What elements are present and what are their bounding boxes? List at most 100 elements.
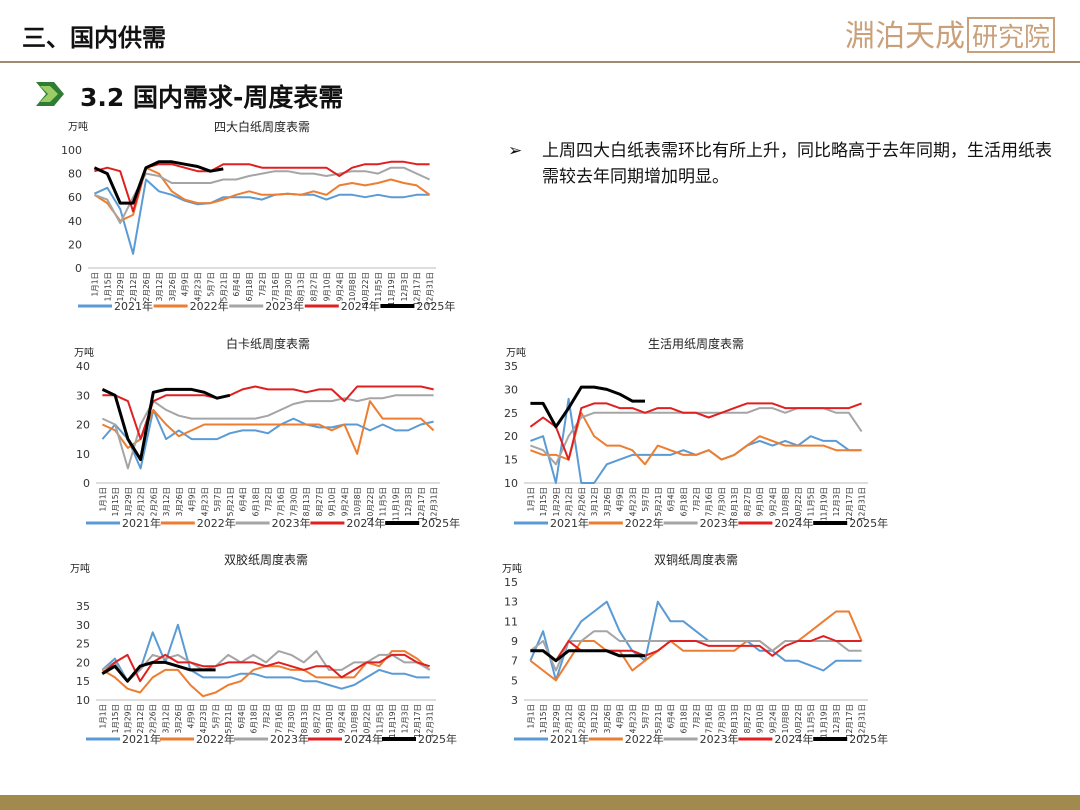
y-axis-label: 万吨: [70, 562, 90, 575]
logo-frame: [967, 17, 1055, 53]
series-line: [101, 623, 430, 690]
x-tick-label: 9月10日: [328, 487, 337, 516]
series-line: [530, 411, 862, 466]
y-tick-label: 20: [504, 430, 518, 443]
series-line: [101, 650, 431, 683]
x-tick-label: 4月9日: [186, 704, 195, 729]
x-tick-label: 12月31日: [858, 487, 867, 521]
x-tick-label: 2月26日: [149, 704, 158, 733]
y-tick-label: 0: [75, 262, 82, 275]
x-tick-label: 4月23日: [194, 272, 203, 301]
x-tick-label: 2月12日: [565, 487, 574, 516]
x-tick-label: 1月1日: [90, 272, 99, 297]
legend-label: 2023年: [700, 732, 739, 746]
x-tick-label: 6月18日: [251, 487, 260, 516]
x-tick-label: 5月7日: [641, 704, 650, 729]
x-tick-label: 7月2日: [692, 704, 701, 729]
x-tick-label: 4月23日: [628, 704, 637, 733]
series-line: [101, 394, 434, 470]
y-tick-label: 15: [504, 576, 518, 589]
x-tick-label: 7月2日: [262, 704, 271, 729]
x-tick-label: 12月3日: [832, 487, 841, 516]
x-tick-label: 6月4日: [239, 487, 248, 512]
x-tick-label: 5月21日: [224, 704, 233, 733]
x-tick-label: 9月10日: [756, 487, 765, 516]
x-tick-label: 10月22日: [794, 487, 803, 521]
x-tick-label: 5月21日: [654, 704, 663, 733]
x-tick-label: 7月30日: [287, 704, 296, 733]
y-axis-label: 万吨: [68, 120, 88, 133]
y-tick-label: 15: [504, 454, 518, 467]
y-tick-label: 10: [76, 448, 90, 461]
x-tick-label: 1月29日: [552, 704, 561, 733]
x-tick-label: 4月23日: [628, 487, 637, 516]
legend-label: 2021年: [122, 516, 161, 530]
x-tick-label: 7月30日: [717, 704, 726, 733]
x-tick-label: 8月27日: [312, 704, 321, 733]
x-tick-label: 11月19日: [388, 704, 397, 738]
series-line: [530, 649, 645, 663]
x-tick-label: 9月24日: [340, 487, 349, 516]
x-tick-label: 4月9日: [188, 487, 197, 512]
x-tick-label: 4月23日: [199, 704, 208, 733]
y-tick-label: 35: [504, 360, 518, 373]
x-tick-label: 11月5日: [379, 487, 388, 516]
legend-label: 2024年: [774, 516, 813, 530]
chart-title: 双铜纸周度表需: [654, 552, 738, 567]
series-line: [101, 387, 231, 462]
x-tick-label: 9月10日: [322, 272, 331, 301]
x-tick-label: 8月13日: [297, 272, 306, 301]
y-tick-label: 25: [504, 407, 518, 420]
x-tick-label: 9月24日: [768, 704, 777, 733]
x-tick-label: 1月15日: [111, 704, 120, 733]
legend-label: 2023年: [700, 516, 739, 530]
x-tick-label: 6月18日: [679, 704, 688, 733]
x-tick-label: 2月26日: [142, 272, 151, 301]
x-tick-label: 5月7日: [213, 487, 222, 512]
x-tick-label: 8月27日: [315, 487, 324, 516]
x-tick-label: 11月19日: [819, 704, 828, 738]
legend-label: 2023年: [270, 732, 309, 746]
x-tick-label: 11月19日: [387, 272, 396, 306]
y-tick-label: 100: [61, 144, 82, 157]
x-tick-label: 1月1日: [98, 487, 107, 512]
y-tick-label: 20: [76, 656, 90, 669]
y-tick-label: 15: [76, 675, 90, 688]
x-tick-label: 12月3日: [400, 272, 409, 301]
series-line: [101, 653, 430, 683]
x-tick-label: 3月26日: [603, 487, 612, 516]
y-tick-label: 13: [504, 596, 518, 609]
x-tick-label: 10月22日: [366, 487, 375, 521]
x-tick-label: 12月17日: [413, 272, 422, 306]
y-tick-label: 10: [76, 694, 90, 707]
x-tick-label: 8月13日: [302, 487, 311, 516]
legend-label: 2022年: [197, 516, 236, 530]
chart-title: 双胶纸周度表需: [224, 552, 308, 567]
y-axis-label: 万吨: [74, 346, 94, 359]
x-tick-label: 2月12日: [137, 487, 146, 516]
x-tick-label: 6月18日: [249, 704, 258, 733]
legend-label: 2021年: [550, 516, 589, 530]
x-tick-label: 12月31日: [858, 704, 867, 738]
x-tick-label: 7月2日: [264, 487, 273, 512]
legend-label: 2022年: [625, 732, 664, 746]
bullet-marker: ➢: [508, 141, 523, 161]
x-tick-label: 7月30日: [717, 487, 726, 516]
y-tick-label: 80: [68, 168, 82, 181]
x-tick-label: 3月26日: [168, 272, 177, 301]
x-tick-label: 2月26日: [577, 487, 586, 516]
series-line: [529, 610, 863, 682]
x-tick-label: 12月3日: [401, 704, 410, 733]
legend-label: 2022年: [625, 516, 664, 530]
x-tick-label: 2月12日: [136, 704, 145, 733]
y-tick-label: 9: [511, 635, 518, 648]
x-tick-label: 2月12日: [129, 272, 138, 301]
x-tick-label: 8月13日: [730, 704, 739, 733]
legend-label: 2024年: [341, 299, 380, 313]
x-tick-label: 6月4日: [667, 487, 676, 512]
x-tick-label: 12月17日: [413, 704, 422, 738]
x-tick-label: 12月31日: [426, 704, 435, 738]
y-axis-label: 万吨: [506, 346, 526, 359]
legend-label: 2023年: [265, 299, 304, 313]
